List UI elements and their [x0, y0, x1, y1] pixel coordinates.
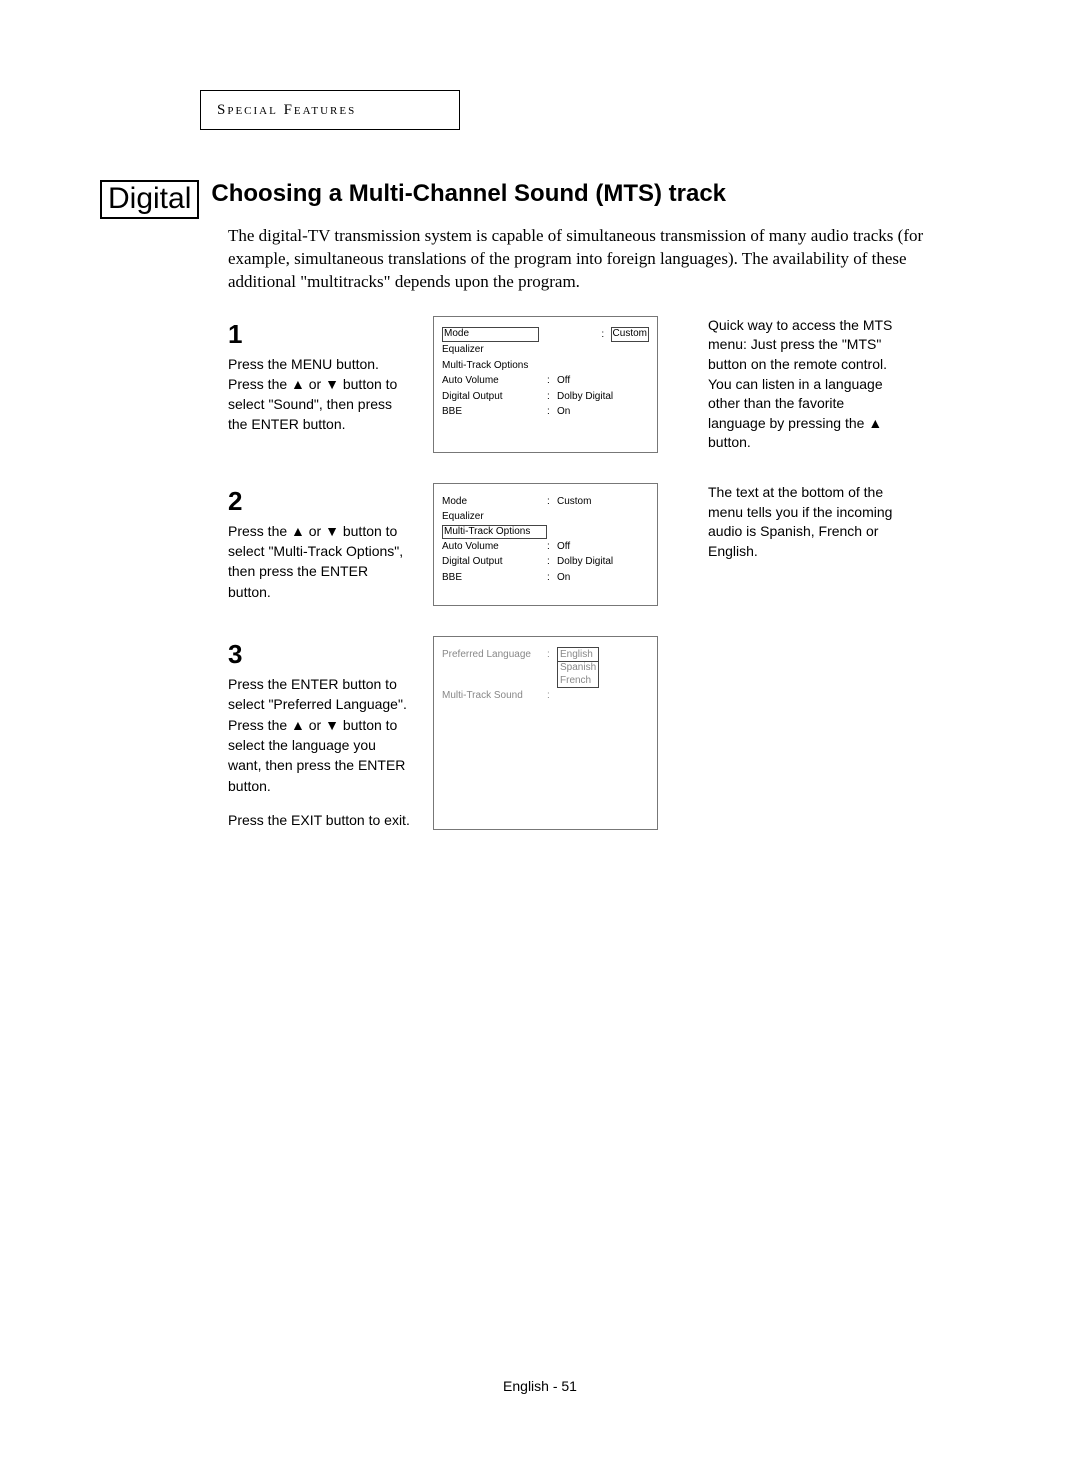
osd2-bbe-label: BBE — [442, 570, 547, 586]
osd2-eq: Equalizer — [442, 509, 547, 525]
osd2-mode-label: Mode — [442, 494, 547, 510]
osd2-bbe-val: On — [557, 570, 649, 586]
osd2-av-label: Auto Volume — [442, 539, 547, 555]
osd2-do-label: Digital Output — [442, 554, 547, 570]
section-header-box: Special Features — [200, 90, 460, 130]
osd-eq: Equalizer — [442, 342, 547, 358]
step-2-number: 2 — [228, 483, 413, 521]
osd-panel-1: Mode : Custom Equalizer Multi-Track Opti… — [433, 316, 658, 453]
side-note-1: Quick way to access the MTS menu: Just p… — [708, 316, 903, 453]
step-3-number: 3 — [228, 636, 413, 674]
osd-mode-val: Custom — [611, 327, 649, 343]
digital-badge: Digital — [100, 180, 199, 219]
step-3-text: 3 Press the ENTER button to select "Pref… — [228, 636, 413, 830]
osd2-mto: Multi-Track Options — [442, 525, 547, 539]
step-2-body: Press the ▲ or ▼ button to select "Multi… — [228, 521, 413, 602]
osd-do-val: Dolby Digital — [557, 389, 649, 405]
osd3-lang-cell: English Spanish French — [557, 647, 649, 688]
page-footer: English - 51 — [0, 1378, 1080, 1394]
osd-mto: Multi-Track Options — [442, 358, 547, 374]
step-3-row: 3 Press the ENTER button to select "Pref… — [228, 636, 1078, 830]
osd-do-label: Digital Output — [442, 389, 547, 405]
osd3-mts-label: Multi-Track Sound — [442, 688, 547, 704]
intro-paragraph: The digital-TV transmission system is ca… — [228, 225, 978, 294]
step-1-row: 1 Press the MENU button. Press the ▲ or … — [228, 316, 1078, 453]
osd-panel-3: Preferred Language : English Spanish Fre… — [433, 636, 658, 830]
osd-av-label: Auto Volume — [442, 373, 547, 389]
osd2-mode-val: Custom — [557, 494, 649, 510]
lang-french: French — [558, 674, 598, 687]
step-1-number: 1 — [228, 316, 413, 354]
step-1-text: 1 Press the MENU button. Press the ▲ or … — [228, 316, 413, 453]
section-header: Special Features — [217, 102, 356, 118]
step-3-body: Press the ENTER button to select "Prefer… — [228, 674, 413, 796]
language-dropdown: English Spanish French — [557, 647, 599, 688]
side-note-2: The text at the bottom of the menu tells… — [708, 483, 903, 607]
step-2-text: 2 Press the ▲ or ▼ button to select "Mul… — [228, 483, 413, 607]
lang-english: English — [557, 647, 599, 662]
osd2-do-val: Dolby Digital — [557, 554, 649, 570]
step-1-body: Press the MENU button. Press the ▲ or ▼ … — [228, 354, 413, 435]
osd-colon: : — [601, 327, 610, 343]
osd-bbe-label: BBE — [442, 404, 547, 420]
osd3-pref-label: Preferred Language — [442, 647, 547, 663]
osd-bbe-val: On — [557, 404, 649, 420]
osd-panel-2: Mode:Custom Equalizer Multi-Track Option… — [433, 483, 658, 607]
lang-spanish: Spanish — [558, 661, 598, 674]
step-2-row: 2 Press the ▲ or ▼ button to select "Mul… — [228, 483, 1078, 607]
osd2-av-val: Off — [557, 539, 649, 555]
page-title: Choosing a Multi-Channel Sound (MTS) tra… — [211, 180, 726, 208]
osd-mode-label: Mode — [442, 327, 539, 343]
osd-av-val: Off — [557, 373, 649, 389]
step-3-exit: Press the EXIT button to exit. — [228, 810, 413, 830]
